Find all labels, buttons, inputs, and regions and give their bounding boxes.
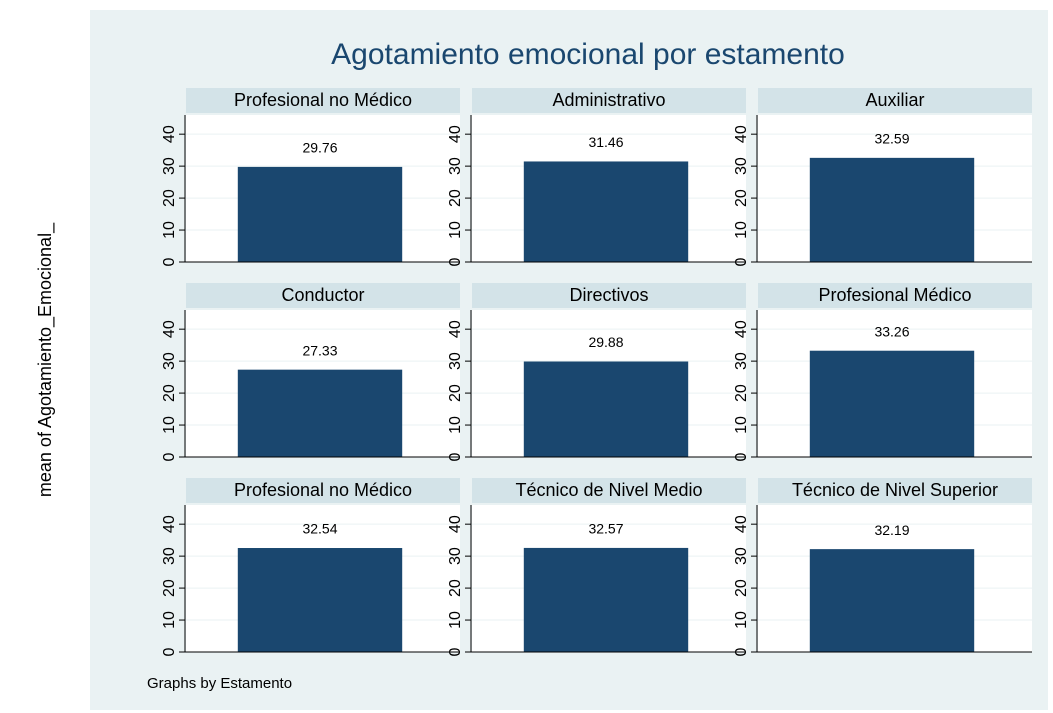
y-axis-label: mean of Agotamiento_Emocional_ (35, 222, 56, 497)
y-tick-label: 0 (161, 452, 178, 461)
y-tick-label: 10 (447, 221, 464, 239)
value-label: 31.46 (588, 134, 623, 150)
panel-title: Conductor (281, 285, 364, 305)
bar (237, 166, 403, 262)
y-tick-label: 0 (733, 452, 750, 461)
y-tick-label: 0 (733, 257, 750, 266)
y-tick-label: 20 (733, 384, 750, 402)
y-tick-label: 0 (447, 257, 464, 266)
y-tick-label: 40 (447, 320, 464, 338)
y-tick-label: 10 (161, 611, 178, 629)
y-tick-label: 40 (447, 125, 464, 143)
y-tick-label: 40 (733, 515, 750, 533)
value-label: 33.26 (874, 323, 909, 339)
bar (237, 369, 403, 457)
y-tick-label: 40 (447, 515, 464, 533)
bar (809, 157, 975, 262)
y-tick-label: 10 (161, 416, 178, 434)
y-tick-label: 10 (447, 416, 464, 434)
panel-header (758, 283, 1032, 308)
y-tick-label: 10 (733, 416, 750, 434)
y-tick-label: 30 (447, 352, 464, 370)
y-tick-label: 0 (447, 452, 464, 461)
panel-header (758, 478, 1032, 503)
y-tick-label: 30 (161, 352, 178, 370)
y-tick-label: 20 (447, 579, 464, 597)
value-label: 27.33 (302, 342, 337, 358)
y-tick-label: 20 (161, 579, 178, 597)
bar (809, 549, 975, 652)
panel-title: Directivos (569, 285, 648, 305)
panel-header (186, 88, 460, 113)
bar (237, 548, 403, 652)
y-tick-label: 20 (733, 579, 750, 597)
y-tick-label: 0 (161, 647, 178, 656)
value-label: 29.76 (302, 140, 337, 156)
y-tick-label: 20 (733, 189, 750, 207)
panel-header (472, 88, 746, 113)
panel-title: Administrativo (552, 90, 665, 110)
y-tick-label: 10 (733, 611, 750, 629)
panel-title: Profesional Médico (818, 285, 971, 305)
bar (809, 350, 975, 457)
y-tick-label: 20 (447, 384, 464, 402)
bar (523, 361, 689, 457)
y-tick-label: 20 (161, 384, 178, 402)
y-tick-label: 30 (161, 157, 178, 175)
value-label: 29.88 (588, 334, 623, 350)
y-tick-label: 10 (447, 611, 464, 629)
value-label: 32.59 (874, 131, 909, 147)
y-tick-label: 30 (161, 547, 178, 565)
y-tick-label: 20 (161, 189, 178, 207)
panel-header (758, 88, 1032, 113)
y-tick-label: 40 (161, 320, 178, 338)
chart-title: Agotamiento emocional por estamento (331, 38, 845, 71)
y-tick-label: 30 (733, 547, 750, 565)
y-tick-label: 10 (161, 221, 178, 239)
y-tick-label: 40 (733, 125, 750, 143)
y-tick-label: 0 (447, 647, 464, 656)
value-label: 32.54 (302, 521, 337, 537)
value-label: 32.19 (874, 522, 909, 538)
value-label: 32.57 (588, 521, 623, 537)
y-tick-label: 40 (161, 125, 178, 143)
y-tick-label: 0 (161, 257, 178, 266)
y-tick-label: 30 (447, 157, 464, 175)
panel-title: Auxiliar (865, 90, 924, 110)
y-tick-label: 40 (733, 320, 750, 338)
y-tick-label: 20 (447, 189, 464, 207)
panel-header (472, 478, 746, 503)
note: Graphs by Estamento (147, 675, 292, 692)
panel-header (472, 283, 746, 308)
y-tick-label: 30 (447, 547, 464, 565)
y-tick-label: 30 (733, 352, 750, 370)
panel-title: Técnico de Nivel Superior (792, 480, 998, 500)
bar (523, 161, 689, 262)
panel-title: Profesional no Médico (234, 480, 412, 500)
y-tick-label: 30 (733, 157, 750, 175)
bar (523, 547, 689, 652)
y-tick-label: 40 (161, 515, 178, 533)
panel-title: Técnico de Nivel Medio (515, 480, 702, 500)
panel-header (186, 478, 460, 503)
panel-title: Profesional no Médico (234, 90, 412, 110)
panel-header (186, 283, 460, 308)
y-tick-label: 0 (733, 647, 750, 656)
y-tick-label: 10 (733, 221, 750, 239)
